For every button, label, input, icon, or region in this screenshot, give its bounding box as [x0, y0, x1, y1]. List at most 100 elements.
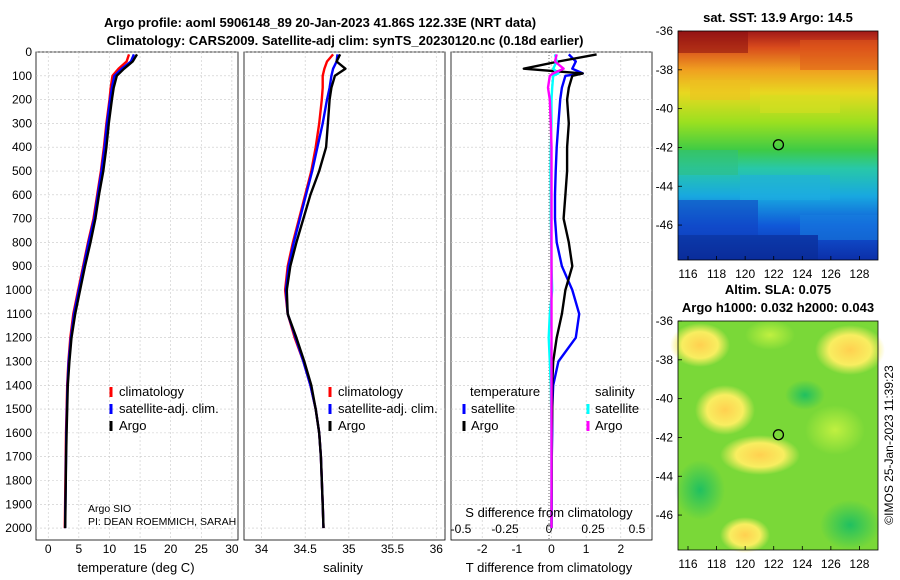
difference-secondary-xtick-label: 0.5	[629, 522, 646, 536]
difference-secondary-xtick-label: -0.5	[451, 522, 472, 536]
temperature-legend: climatology satellite-adj. clim. Argo	[109, 384, 219, 433]
salinity-axes	[243, 51, 446, 541]
difference-secondary-xlabel: S difference from climatology	[465, 505, 633, 520]
sla-ytick-label: -40	[656, 392, 674, 406]
sst-xtick-label: 124	[792, 267, 812, 281]
sla-xtick-label: 120	[735, 557, 755, 571]
salinity-panel: 34 34.5 35 35.5 36 salinity climatology sate…	[243, 51, 446, 575]
depth-tick-label: 600	[12, 188, 32, 202]
legend-label-sal-satellite: satellite	[595, 401, 639, 416]
sla-map-title-line1: Altim. SLA: 0.075	[725, 282, 831, 297]
depth-tick-label: 300	[12, 116, 32, 130]
salinity-xtick-label: 34.5	[293, 542, 317, 556]
sst-ytick-label: -40	[656, 102, 674, 116]
difference-xtick-label: 0	[548, 542, 555, 556]
legend-label-argo: Argo	[119, 418, 146, 433]
temperature-xtick-label: 5	[76, 542, 83, 556]
depth-tick-label: 1900	[5, 497, 32, 511]
salinity-xtick-label: 35	[342, 542, 356, 556]
difference-series	[522, 53, 597, 529]
figure-title-line1: Argo profile: aoml 5906148_89 20-Jan-202…	[104, 15, 536, 30]
difference-xtick-label: 1	[583, 542, 590, 556]
depth-tick-label: 500	[12, 164, 32, 178]
sla-ytick-label: -44	[656, 469, 674, 483]
legend-label-climatology: climatology	[119, 384, 185, 399]
sst-ytick-label: -44	[656, 179, 674, 193]
sst-xtick-label: 126	[821, 267, 841, 281]
difference-secondary-xtick-label: -0.25	[491, 522, 519, 536]
difference-legend: temperature salinity satellite Argo sate…	[462, 384, 639, 433]
temperature-panel: 0100200300400500600700800900100011001200…	[5, 45, 239, 575]
figure-title-line2: Climatology: CARS2009. Satellite-adj cli…	[107, 33, 584, 48]
temperature-xtick-label: 15	[133, 542, 147, 556]
float-pi: PI: DEAN ROEMMICH, SARAH	[88, 516, 236, 528]
sst-xtick-label: 120	[735, 267, 755, 281]
depth-tick-label: 1500	[5, 402, 32, 416]
sla-ytick-label: -36	[656, 314, 674, 328]
difference-secondary-xtick-label: 0.25	[581, 522, 605, 536]
temperature-axes	[35, 51, 239, 541]
sla-ytick-label: -38	[656, 353, 674, 367]
sla-map-title-line2: Argo h1000: 0.032 h2000: 0.043	[682, 300, 874, 315]
sla-xtick-label: 122	[764, 557, 784, 571]
salinity-xlabel: salinity	[323, 560, 363, 575]
depth-tick-label: 1700	[5, 450, 32, 464]
sst-xtick-label: 122	[764, 267, 784, 281]
salinity-legend: climatology satellite-adj. clim. Argo	[328, 384, 438, 433]
legend-label-sal-argo: Argo	[595, 418, 622, 433]
temperature-xtick-label: 0	[45, 542, 52, 556]
legend-label-satellite: satellite-adj. clim.	[338, 401, 438, 416]
depth-tick-label: 1200	[5, 331, 32, 345]
legend-title-temperature: temperature	[470, 384, 540, 399]
temperature-xtick-label: 30	[225, 542, 239, 556]
depth-tick-label: 900	[12, 259, 32, 273]
sla-xtick-label: 124	[792, 557, 812, 571]
sst-map-title: sat. SST: 13.9 Argo: 14.5	[703, 10, 853, 25]
sla-ytick-label: -46	[656, 508, 674, 522]
salinity-grid	[244, 51, 445, 540]
temperature-tick-labels: 0 5 10 15 20 25 30	[45, 542, 239, 556]
depth-tick-label: 200	[12, 93, 32, 107]
legend-label-argo: Argo	[338, 418, 365, 433]
depth-tick-label: 1600	[5, 426, 32, 440]
depth-tick-label: 1300	[5, 354, 32, 368]
float-operator: Argo SIO	[88, 503, 131, 515]
depth-tick-label: 0	[25, 45, 32, 59]
depth-tick-label: 1100	[6, 307, 32, 321]
sst-map-ticks: 116 118 120 122 124 126 128 -36 -38 -40 -42 -44 -46	[656, 24, 870, 281]
salinity-xtick-label: 34	[255, 542, 269, 556]
sst-ytick-label: -38	[656, 63, 674, 77]
difference-xtick-label: -2	[477, 542, 488, 556]
difference-xtick-label: 2	[617, 542, 624, 556]
temperature-xtick-label: 10	[103, 542, 117, 556]
difference-tick-labels: -2 -1 0 1 2	[477, 542, 625, 556]
difference-panel: -2 -1 0 1 2 -0.5 -0.25 0 0.25 0.5 T difference f…	[450, 51, 653, 575]
sst-ytick-label: -42	[656, 140, 674, 154]
legend-label-satellite: satellite-adj. clim.	[119, 401, 219, 416]
temperature-series-argo	[64, 53, 139, 529]
sst-map-panel: sat. SST: 13.9 Argo: 14.5 116 118 120 122 12…	[656, 10, 879, 281]
difference-secondary-tick-labels: -0.5 -0.25 0 0.25 0.5	[451, 522, 646, 536]
difference-secondary-xtick-label: 0	[546, 522, 553, 536]
salinity-series	[283, 53, 347, 529]
temperature-xlabel: temperature (deg C)	[77, 560, 194, 575]
difference-xtick-label: -1	[512, 542, 523, 556]
temperature-grid	[36, 51, 238, 540]
sst-map-frame	[677, 30, 879, 261]
difference-xlabel: T difference from climatology	[466, 560, 633, 575]
sst-xtick-label: 118	[707, 267, 726, 281]
sst-xtick-label: 116	[678, 267, 697, 281]
sla-xtick-label: 118	[707, 557, 726, 571]
depth-tick-label: 700	[12, 212, 32, 226]
salinity-series-argo	[285, 53, 347, 529]
depth-tick-label: 1800	[5, 473, 32, 487]
sst-texture	[678, 31, 878, 260]
sst-float-marker	[772, 139, 785, 151]
depth-tick-label: 1400	[5, 378, 32, 392]
legend-label-temp-argo: Argo	[471, 418, 498, 433]
sla-float-marker	[772, 429, 785, 441]
sla-map-frame	[677, 320, 879, 551]
sla-map-ticks: 116 118 120 122 124 126 128 -36 -38 -40 -42 -44 -46	[656, 314, 870, 571]
